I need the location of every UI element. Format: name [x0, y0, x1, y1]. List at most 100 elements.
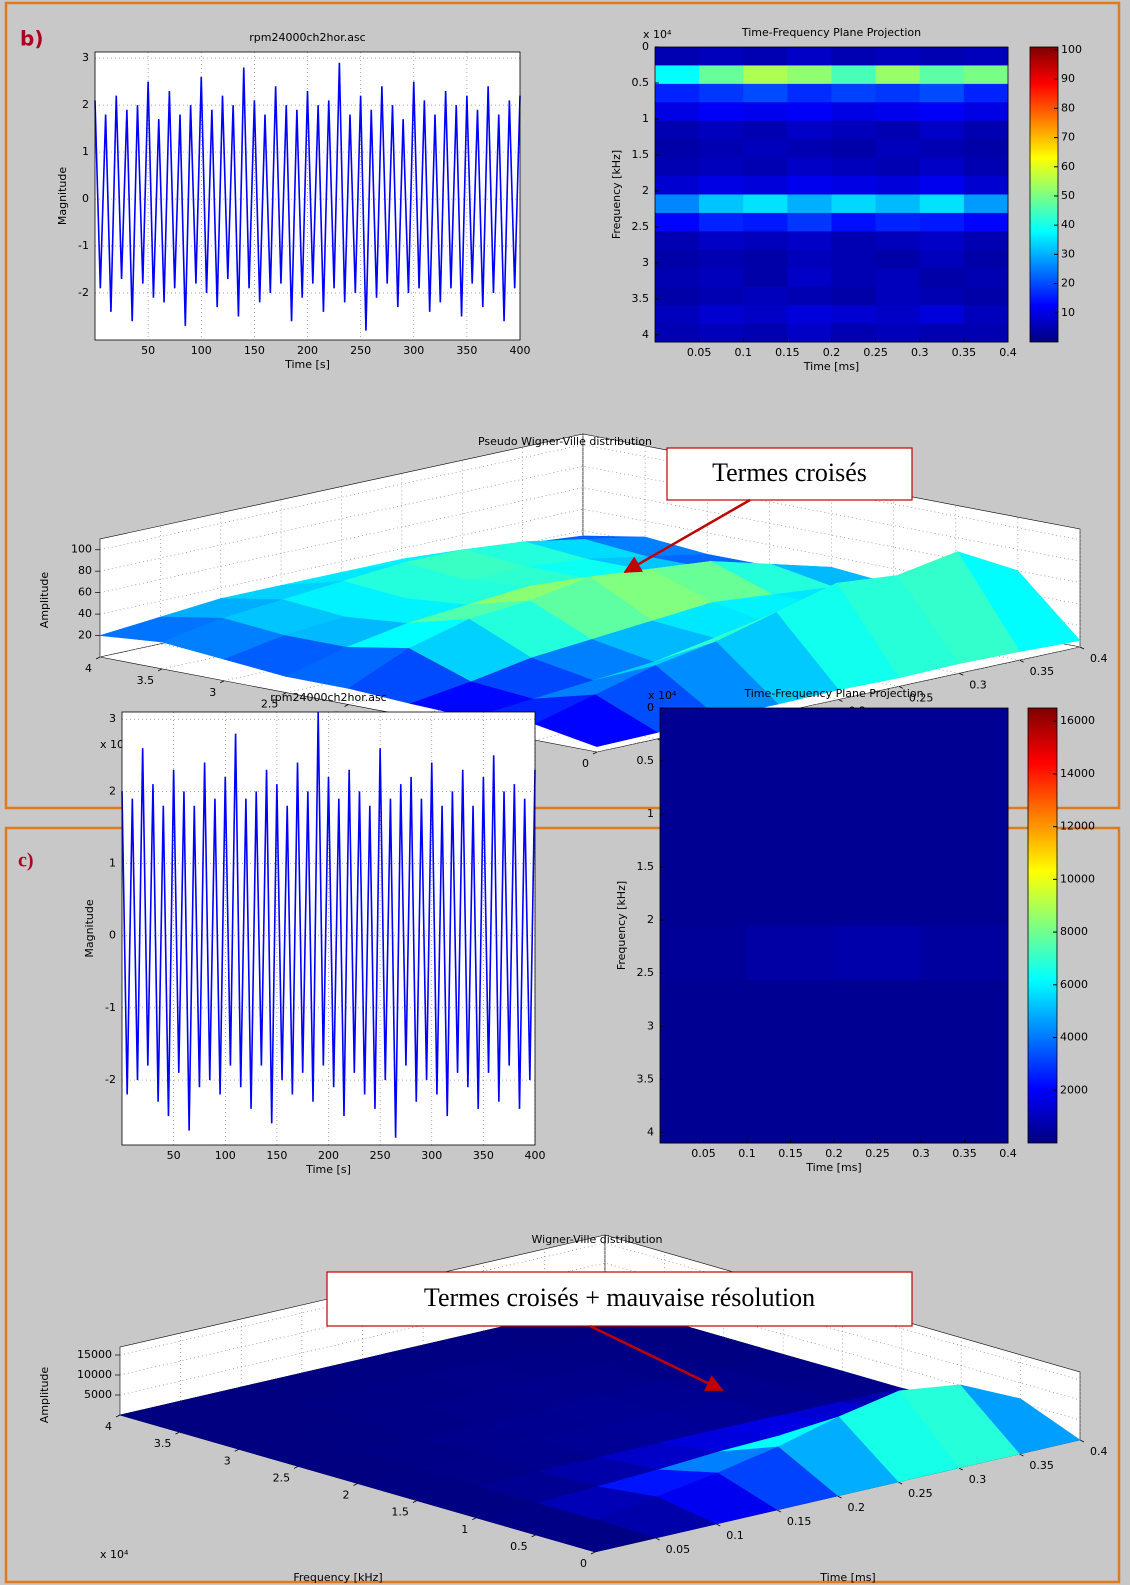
x-axis-label: Time [s] [305, 1163, 351, 1176]
heat-cell [743, 157, 788, 177]
heat-cell [921, 979, 1009, 1035]
heat-cell [963, 47, 1009, 66]
heat-cell [660, 762, 748, 818]
tick-mark [959, 672, 964, 676]
heat-cell [831, 305, 877, 325]
x-tick-label: 0.1 [738, 1147, 756, 1160]
y-tick-label: 2.5 [261, 698, 279, 711]
heat-cell [875, 102, 921, 122]
x-tick-label: 0.3 [969, 1473, 987, 1486]
x-axis-label: Time [ms] [803, 360, 859, 373]
chart-title: Wigner-Ville distribution [532, 1233, 663, 1246]
heat-cell [875, 65, 921, 85]
heat-cell [831, 323, 877, 343]
heat-cell [831, 47, 877, 66]
y-tick-label: 4 [647, 1125, 654, 1138]
x-tick-label: 0.4 [1090, 1445, 1108, 1458]
x-tick-label: 0.1 [726, 1529, 744, 1542]
tick-mark [472, 1517, 477, 1521]
tick-mark [234, 1448, 239, 1452]
y-tick-label: 3 [209, 686, 216, 699]
x-tick-label: 100 [215, 1149, 236, 1162]
y-tick-label: 1 [82, 145, 89, 158]
heat-cell [787, 212, 832, 232]
heat-cell [699, 139, 744, 159]
heat-cell [921, 871, 1009, 926]
heat-cell [699, 268, 744, 288]
axis-multiplier: x 10⁴ [643, 28, 672, 41]
y-tick-label: 1.5 [632, 148, 650, 161]
heat-cell [963, 231, 1009, 251]
heat-cell [655, 65, 700, 85]
heat-cell [875, 139, 921, 159]
x-tick-label: 0.4 [999, 1147, 1017, 1160]
heat-cell [655, 249, 700, 269]
y-tick-label: 3 [224, 1454, 231, 1467]
heat-cell [787, 231, 832, 251]
y-tick-label: 1 [109, 857, 116, 870]
x-tick-label: 0.3 [969, 678, 987, 691]
signal-line [121, 711, 536, 1138]
x-tick-label: 250 [370, 1149, 391, 1162]
y-axis-label: Frequency [kHz] [293, 1571, 382, 1584]
x-tick-label: 250 [350, 344, 371, 357]
heat-cell [743, 120, 788, 140]
colorbar-tick-label: 8000 [1060, 925, 1088, 938]
heat-cell [831, 102, 877, 122]
z-axis-label: Amplitude [38, 572, 51, 629]
chart-title: rpm24000ch2hor.asc [249, 31, 365, 44]
y-tick-label: 3.5 [632, 292, 650, 305]
heat-cell [919, 176, 965, 195]
tick-mark [655, 1537, 660, 1541]
heat-cell [875, 323, 921, 343]
heat-cell [699, 249, 744, 269]
x-axis-label: Time [s] [284, 358, 330, 371]
heat-cell [655, 139, 700, 159]
colorbar-tick-label: 70 [1061, 131, 1075, 144]
heat-cell [747, 816, 835, 872]
x-tick-label: 400 [510, 344, 531, 357]
heat-cell [787, 65, 832, 85]
panel-label: b) [20, 27, 43, 51]
colorbar-tick-label: 40 [1061, 218, 1075, 231]
heat-cell [743, 249, 788, 269]
heat-cell [787, 305, 832, 325]
x-tick-label: 150 [266, 1149, 287, 1162]
heat-cell [919, 83, 965, 103]
y-tick-label: 2 [82, 98, 89, 111]
z-tick-label: 5000 [84, 1388, 112, 1401]
heat-cell [834, 871, 922, 926]
y-tick-label: 3.5 [154, 1437, 172, 1450]
heat-cell [963, 249, 1009, 269]
heat-cell [875, 212, 921, 232]
heat-cell [655, 212, 700, 232]
tick-mark [837, 1495, 842, 1499]
heat-cell [787, 102, 832, 122]
x-tick-label: 50 [167, 1149, 181, 1162]
x-tick-label: 0.15 [775, 346, 800, 359]
x-tick-label: 0.2 [823, 346, 841, 359]
signal-line [94, 62, 521, 331]
y-tick-label: -1 [78, 239, 89, 252]
heat-cell [919, 47, 965, 66]
surface-patch [534, 1519, 657, 1553]
axis-multiplier: x 10⁴ [100, 1548, 129, 1561]
y-tick-label: 4 [642, 328, 649, 341]
heat-cell [963, 157, 1009, 177]
heat-cell [963, 176, 1009, 195]
y-tick-label: 2.5 [637, 966, 655, 979]
tick-mark [838, 699, 843, 702]
heat-cell [919, 65, 965, 85]
heat-cell [699, 194, 744, 214]
heat-cell [834, 1088, 922, 1144]
colorbar-tick-label: 50 [1061, 189, 1075, 202]
heat-cell [963, 194, 1009, 214]
heat-cell [834, 762, 922, 818]
heat-cell [787, 176, 832, 195]
heat-cell [743, 83, 788, 103]
heat-cell [875, 286, 921, 306]
heat-cell [743, 139, 788, 159]
heat-cell [699, 47, 744, 66]
heat-cell [699, 305, 744, 325]
